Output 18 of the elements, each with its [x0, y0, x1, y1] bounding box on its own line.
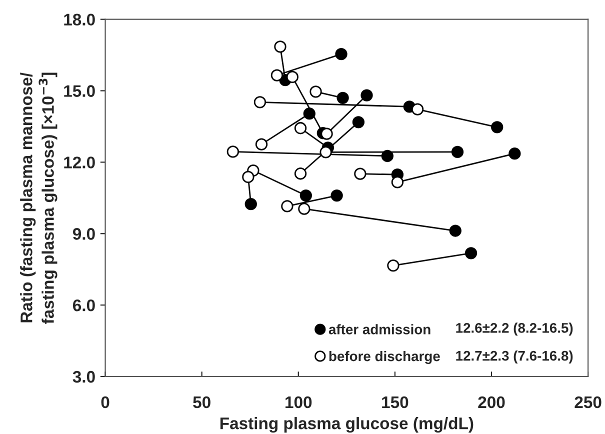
- x-tick-label: 0: [101, 396, 110, 408]
- x-tick-label: 250: [574, 396, 602, 408]
- x-axis-title: Fasting plasma glucose (mg/dL): [220, 417, 474, 433]
- x-tick-label: 200: [478, 396, 505, 408]
- legend-label: after admission: [328, 324, 430, 334]
- x-tick-label: 100: [286, 396, 312, 408]
- y-tick-label: 15.0: [64, 85, 95, 97]
- y-axis-title: Ratio (fasting plasma mannose/ fasting plasma glucose) [×10$^{−3}$]: [20, 72, 58, 324]
- y-tick-label: 6.0: [72, 299, 95, 312]
- y-tick-label: 9.0: [72, 228, 95, 240]
- annotation: 12.6±2.2 (8.2-16.5): [456, 322, 573, 336]
- x-tick-label: 150: [382, 396, 408, 408]
- legend-label: before discharge: [329, 350, 440, 364]
- x-tick-label: 50: [193, 396, 210, 408]
- annotation: 12.7±2.3 (7.6-16.8): [456, 350, 573, 364]
- y-tick-label: 3.0: [72, 370, 95, 383]
- y-tick-label: 12.0: [64, 156, 95, 168]
- y-tick-label: 18.0: [64, 14, 95, 26]
